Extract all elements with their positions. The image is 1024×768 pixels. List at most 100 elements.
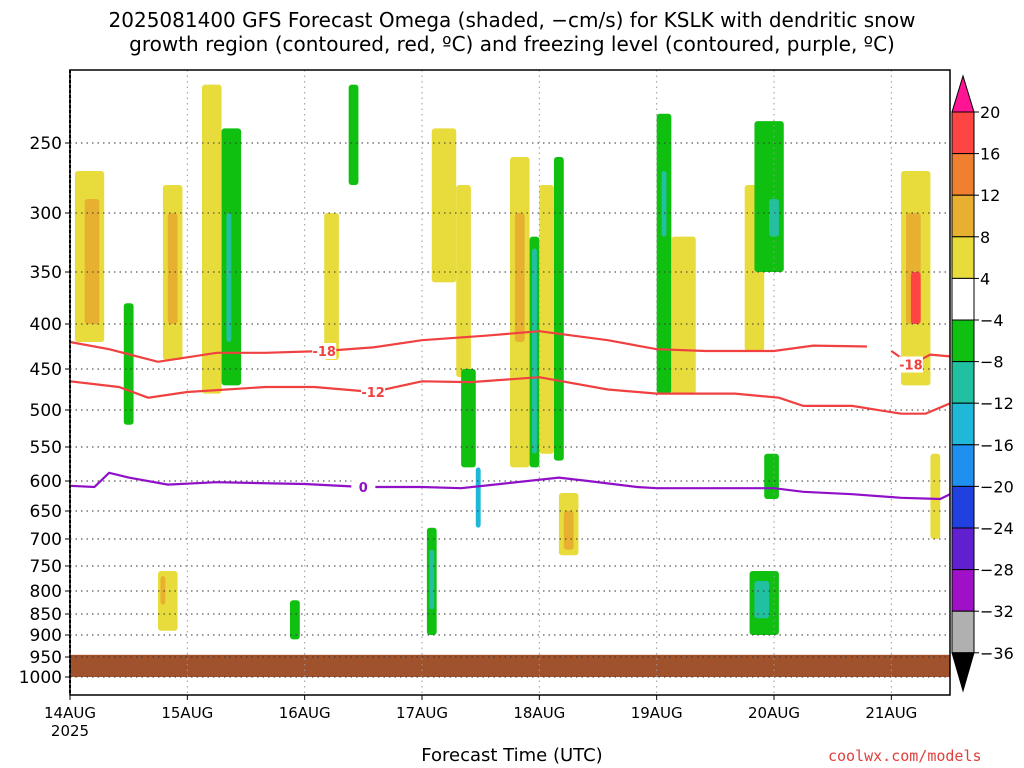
- y-tick-label-700: 700: [30, 530, 62, 550]
- contour-label-bg-2: [361, 383, 386, 400]
- omega-shade-19: [554, 157, 564, 461]
- terrain-fill: [70, 654, 950, 677]
- y-tick-label-900: 900: [30, 626, 62, 646]
- contour-label-bg-1: [898, 356, 923, 373]
- x-tick-label-15AUG: 15AUG: [161, 704, 213, 722]
- colorbar-swatch-10: [951, 485, 975, 529]
- colorbar-label-2: 12: [980, 186, 1000, 205]
- omega-shade-5: [167, 213, 178, 324]
- colorbar-label-5: −4: [980, 311, 1004, 330]
- colorbar-label-11: −28: [980, 561, 1014, 580]
- y-tick-label-1000: 1000: [19, 668, 62, 688]
- colorbar-label-3: 8: [980, 228, 990, 247]
- omega-shade-9: [324, 213, 339, 360]
- colorbar-label-7: −12: [980, 394, 1014, 413]
- omega-shade-17: [532, 248, 537, 454]
- colorbar-bottom-arrow: [951, 652, 975, 693]
- colorbar-swatch-5: [951, 277, 975, 321]
- omega-shade-12: [456, 185, 471, 378]
- contour-label-2: -12: [361, 386, 385, 401]
- y-axis-ticks: 2503003504004505005506006507007508008509…: [19, 134, 70, 688]
- omega-shade-23: [429, 549, 435, 610]
- contour-label-1: -18: [899, 359, 923, 374]
- contour-label-bg-0: [312, 343, 337, 359]
- colorbar-swatch-3: [951, 194, 975, 238]
- y-tick-label-400: 400: [30, 315, 62, 335]
- omega-shade-26: [661, 171, 667, 237]
- x-tick-label-20AUG: 20AUG: [748, 704, 800, 722]
- omega-shade-15: [514, 213, 525, 342]
- omega-shade-18: [539, 185, 554, 454]
- colorbar-swatch-11: [951, 527, 975, 571]
- omega-shade-37: [930, 453, 941, 539]
- y-tick-label-800: 800: [30, 582, 62, 602]
- omega-shade-39: [160, 576, 166, 605]
- colorbar-swatch-2: [951, 153, 975, 196]
- colorbar-label-8: −16: [980, 436, 1014, 455]
- y-tick-label-350: 350: [30, 263, 62, 283]
- y-tick-label-600: 600: [30, 472, 62, 492]
- grid-lines: [69, 70, 950, 695]
- colorbar-label-0: 20: [980, 103, 1000, 122]
- omega-shade-8: [226, 213, 232, 342]
- colorbar-swatch-6: [951, 319, 975, 363]
- colorbar-swatch-1: [951, 111, 975, 155]
- colorbar-swatch-7: [951, 361, 975, 404]
- colorbar-label-6: −8: [980, 353, 1004, 372]
- chart-title-line-1: 2025081400 GFS Forecast Omega (shaded, −…: [108, 8, 916, 32]
- omega-shade-27: [671, 236, 696, 394]
- omega-shade-32: [754, 581, 770, 619]
- x-tick-label-19AUG: 19AUG: [631, 704, 683, 722]
- colorbar-swatch-9: [951, 444, 975, 487]
- omega-shade-2: [84, 199, 100, 324]
- colorbar-swatch-4: [951, 236, 975, 279]
- contour-line-2: [69, 376, 951, 415]
- omega-shade-33: [764, 453, 779, 499]
- colorbar-swatch-13: [951, 610, 975, 654]
- omega-shade-3: [123, 303, 134, 425]
- colorbar-label-12: −32: [980, 602, 1014, 621]
- omega-shade-7: [221, 128, 242, 386]
- y-tick-label-550: 550: [30, 438, 62, 458]
- omega-shade-10: [348, 84, 359, 185]
- contour-line-0: [69, 330, 867, 363]
- omega-shade-13: [461, 369, 476, 468]
- y-tick-label-450: 450: [30, 360, 62, 380]
- x-tick-label-17AUG: 17AUG: [396, 704, 448, 722]
- omega-shade-21: [563, 511, 574, 550]
- omega-shade-29: [754, 121, 784, 272]
- contour-label-0: -18: [312, 345, 336, 360]
- y-tick-label-650: 650: [30, 502, 62, 522]
- x-axis-title: Forecast Time (UTC): [421, 745, 603, 766]
- x-tick-sublabel-14AUG: 2025: [51, 722, 89, 740]
- colorbar-label-1: 16: [980, 145, 1000, 164]
- omega-shade-30: [769, 199, 779, 237]
- contour-line-3: [69, 471, 951, 501]
- credit-link[interactable]: coolwx.com/models: [828, 747, 982, 765]
- colorbar-label-10: −24: [980, 519, 1014, 538]
- shaded-omega-layer: [70, 84, 950, 677]
- colorbar-swatch-12: [951, 569, 975, 612]
- colorbar-label-4: 4: [980, 269, 990, 288]
- x-tick-label-14AUG: 14AUG: [44, 704, 96, 722]
- colorbar-label-9: −20: [980, 477, 1014, 496]
- contour-label-3: 0: [359, 481, 368, 496]
- x-tick-label-18AUG: 18AUG: [513, 704, 565, 722]
- omega-shade-36: [910, 272, 921, 324]
- colorbar-top-arrow: [951, 74, 975, 113]
- omega-shade-11: [431, 128, 457, 283]
- y-tick-label-850: 850: [30, 605, 62, 625]
- omega-shade-40: [290, 600, 300, 640]
- y-tick-label-250: 250: [30, 134, 62, 154]
- chart-title-line-2: growth region (contoured, red, ºC) and f…: [129, 32, 895, 56]
- omega-shade-6: [202, 84, 222, 394]
- x-tick-label-21AUG: 21AUG: [865, 704, 917, 722]
- contour-lines: -18 -18 -12 0: [69, 330, 951, 501]
- omega-shade-25: [656, 113, 672, 394]
- contour-label-bg-3: [351, 479, 376, 495]
- omega-shade-24: [475, 467, 481, 528]
- y-tick-label-750: 750: [30, 557, 62, 577]
- x-tick-label-16AUG: 16AUG: [279, 704, 331, 722]
